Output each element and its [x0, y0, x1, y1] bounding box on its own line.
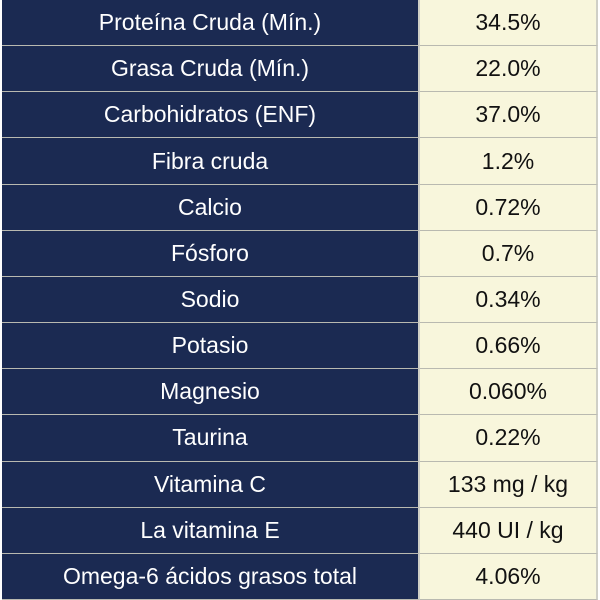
nutrient-name-cell: Carbohidratos (ENF) [2, 92, 420, 138]
nutrient-name-cell: Omega-6 ácidos grasos total [2, 554, 420, 600]
nutrient-value-cell: 0.22% [420, 415, 598, 461]
nutrient-value-cell: 37.0% [420, 92, 598, 138]
nutrient-name-cell: Taurina [2, 415, 420, 461]
nutrient-value-cell: 0.66% [420, 323, 598, 369]
nutrient-name-cell: La vitamina E [2, 508, 420, 554]
nutrient-value-cell: 440 UI / kg [420, 508, 598, 554]
nutrient-name-cell: Calcio [2, 185, 420, 231]
nutrient-name-cell: Sodio [2, 277, 420, 323]
nutrient-value-cell: 0.34% [420, 277, 598, 323]
nutrient-value-cell: 0.060% [420, 369, 598, 415]
nutrient-value-cell: 1.2% [420, 138, 598, 184]
nutrient-value-cell: 0.7% [420, 231, 598, 277]
nutrient-value-cell: 0.72% [420, 185, 598, 231]
nutrient-name-cell: Proteína Cruda (Mín.) [2, 0, 420, 46]
nutrient-name-cell: Grasa Cruda (Mín.) [2, 46, 420, 92]
nutrient-name-cell: Magnesio [2, 369, 420, 415]
nutrient-value-cell: 22.0% [420, 46, 598, 92]
nutrient-value-cell: 34.5% [420, 0, 598, 46]
nutrient-name-cell: Fibra cruda [2, 138, 420, 184]
nutrient-name-cell: Potasio [2, 323, 420, 369]
nutrient-value-cell: 133 mg / kg [420, 462, 598, 508]
nutrient-name-cell: Fósforo [2, 231, 420, 277]
nutrient-value-cell: 4.06% [420, 554, 598, 600]
nutrient-name-cell: Vitamina C [2, 462, 420, 508]
